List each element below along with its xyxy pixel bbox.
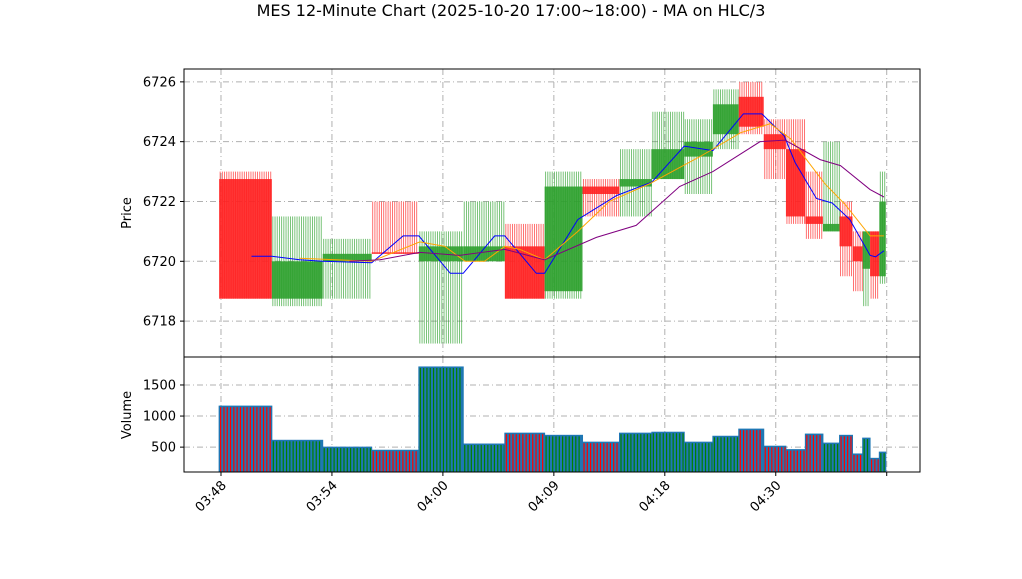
candle-body — [785, 149, 806, 217]
price-axis-label: Price — [120, 197, 135, 229]
candle — [271, 216, 323, 307]
price-tick-label: 6718 — [143, 315, 176, 330]
candle-body — [763, 134, 786, 150]
volume-tick-label: 500 — [151, 441, 176, 456]
candle-body — [582, 186, 620, 195]
candle-body — [862, 231, 871, 269]
ma-line-ma-long — [349, 139, 885, 262]
volume-bar — [822, 442, 841, 473]
volume-bar — [683, 441, 714, 473]
volume-bar — [271, 439, 324, 473]
candle — [738, 81, 764, 135]
candle-body — [870, 231, 880, 277]
candle — [862, 231, 871, 307]
volume-bar — [462, 443, 506, 473]
volume-bar — [839, 434, 854, 473]
candle — [504, 223, 545, 299]
volume-bar — [878, 451, 887, 473]
volume-bar-fill — [371, 449, 420, 473]
volume-bar — [582, 441, 620, 473]
volume-bar — [504, 432, 546, 473]
candle — [219, 171, 272, 299]
price-panel: 6718 6720 6722 6724 6726 — [143, 68, 921, 358]
candle — [619, 149, 652, 217]
x-tick-label: 04:00 — [415, 478, 452, 515]
ma-line-ma-mid — [299, 123, 884, 262]
candle-body — [463, 246, 505, 262]
volume-bar-fill — [418, 366, 464, 473]
volume-bar — [852, 453, 864, 473]
price-tick-label: 6724 — [143, 135, 176, 150]
candle-body — [822, 223, 840, 232]
volume-panel: 500 1000 1500 03:48 03:54 04:00 04:09 04:18 04:3… — [143, 356, 921, 515]
volume-bar — [763, 445, 787, 473]
candle — [763, 119, 786, 180]
candle — [544, 171, 583, 299]
volume-bar-fill — [544, 434, 584, 473]
candle-body — [371, 252, 419, 254]
volume-bar — [418, 366, 464, 473]
volume-bar — [544, 434, 584, 473]
price-tick-label: 6722 — [143, 195, 176, 210]
candle-body — [619, 179, 652, 187]
candle — [322, 238, 372, 299]
volume-tick-label: 1000 — [143, 410, 176, 425]
volume-bar — [218, 405, 273, 473]
candle-body — [738, 96, 764, 127]
candle — [418, 231, 464, 344]
candle — [870, 231, 880, 299]
candle-body — [879, 201, 886, 277]
chart-title: MES 12-Minute Chart (2025-10-20 17:00~18… — [257, 1, 766, 20]
candle — [879, 171, 886, 284]
candle-body — [219, 179, 272, 299]
volume-bar — [618, 432, 653, 473]
volume-bar-fill — [785, 449, 806, 473]
candle — [371, 201, 419, 254]
ma-line-ma-short — [251, 113, 885, 274]
candle — [822, 141, 840, 232]
candle — [839, 201, 853, 277]
volume-tick-label: 1500 — [143, 378, 176, 393]
x-tick-label: 04:18 — [637, 478, 674, 515]
candle-body — [852, 246, 863, 262]
candle — [651, 111, 685, 180]
volume-bar — [712, 435, 740, 473]
volume-bar-fill — [504, 432, 546, 473]
candle — [852, 231, 863, 292]
candle — [785, 119, 806, 224]
volume-bar — [862, 437, 871, 473]
x-tick-label: 04:30 — [747, 478, 784, 515]
volume-bar — [738, 428, 765, 473]
volume-bar — [804, 433, 824, 473]
candle-body — [805, 216, 823, 224]
x-tick-label: 03:54 — [304, 478, 341, 515]
candle — [463, 201, 505, 262]
candle-body — [322, 253, 372, 262]
volume-bar — [651, 431, 685, 473]
volume-bar — [785, 449, 806, 473]
volume-axis-label: Volume — [120, 391, 135, 439]
candle-body — [271, 261, 323, 299]
candle-body — [544, 186, 583, 292]
volume-panel-frame — [183, 356, 921, 473]
candle — [712, 89, 739, 150]
volume-bar — [869, 457, 880, 473]
volume-bar — [371, 449, 420, 473]
candle-body — [712, 104, 739, 135]
candle-body — [839, 216, 853, 247]
candle-body — [684, 141, 713, 157]
price-tick-label: 6720 — [143, 255, 176, 270]
candle — [805, 171, 823, 239]
x-tick-label: 04:09 — [526, 478, 563, 515]
volume-bar — [322, 446, 373, 473]
x-tick-label: 03:48 — [193, 478, 230, 515]
price-tick-label: 6726 — [143, 75, 176, 90]
volume-bar-fill — [712, 435, 740, 473]
